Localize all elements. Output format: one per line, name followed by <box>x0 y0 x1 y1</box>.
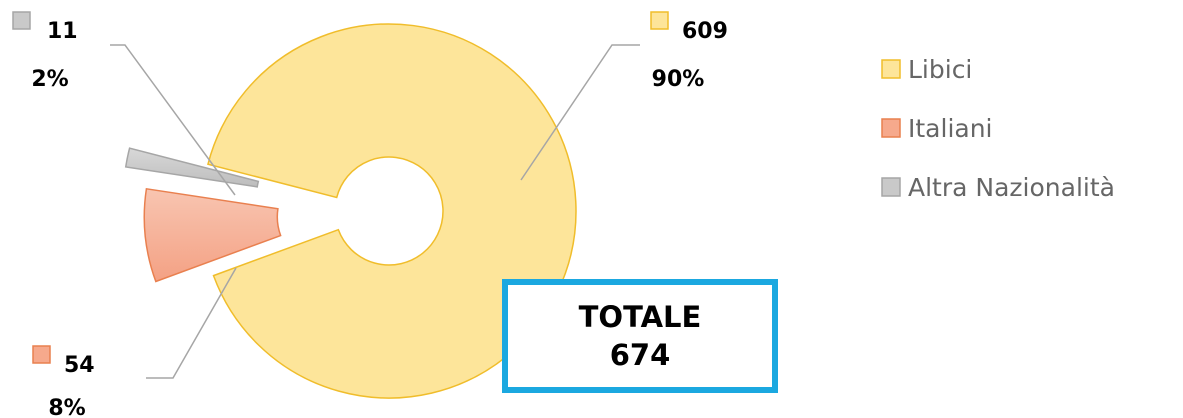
legend-swatch-libici <box>881 59 901 79</box>
leader-lines <box>110 44 640 379</box>
total-label: TOTALE <box>578 300 702 334</box>
value-label-libici: 609 <box>682 19 728 44</box>
data-labels: 609 90% 54 8% 11 2% <box>12 11 728 418</box>
leader-line-italiani <box>146 267 237 379</box>
legend-label-libici: Libici <box>908 55 972 84</box>
label-swatch-altra-nazionalita <box>12 11 31 30</box>
percent-label-altra-nazionalita: 2% <box>31 67 68 92</box>
legend: Libici Italiani Altra Nazionalità <box>881 55 1115 202</box>
slice-italiani <box>143 187 282 283</box>
label-swatch-italiani <box>32 345 51 364</box>
legend-label-italiani: Italiani <box>908 114 993 143</box>
slice-libici <box>207 23 577 399</box>
percent-label-libici: 90% <box>652 67 705 92</box>
legend-swatch-italiani <box>881 118 901 138</box>
leader-line-libici <box>520 44 640 181</box>
total-box: TOTALE 674 <box>502 279 778 393</box>
percent-label-italiani: 8% <box>48 396 85 418</box>
slices-group <box>124 23 577 399</box>
legend-swatch-altra-nazionalita <box>881 177 901 197</box>
value-label-altra-nazionalita: 11 <box>47 19 78 44</box>
legend-label-altra-nazionalita: Altra Nazionalità <box>908 173 1115 202</box>
slice-altra-nazionalita <box>124 147 260 188</box>
label-swatch-libici <box>650 11 669 30</box>
value-label-italiani: 54 <box>64 353 95 378</box>
total-value: 674 <box>609 338 671 372</box>
leader-line-altra-nazionalita <box>110 44 236 196</box>
